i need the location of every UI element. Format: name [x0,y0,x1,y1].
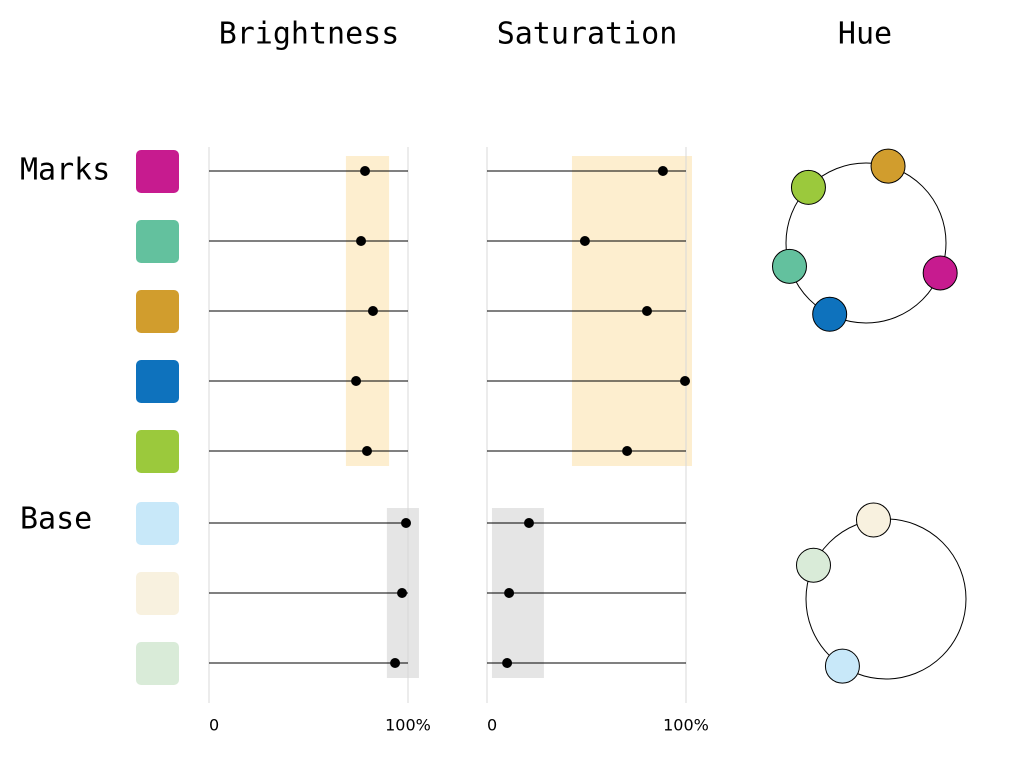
hue-dot [870,148,906,184]
hue-dot [855,502,891,538]
hue-dot [795,547,831,583]
hue-dot [824,648,860,684]
swatch [136,360,179,403]
group-label: Marks [20,153,110,188]
dot [502,658,513,668]
dot [356,236,367,246]
dot [680,376,691,386]
hue-wheel [785,162,947,324]
group-label: Base [20,502,92,537]
swatch [136,220,179,263]
dot [390,658,401,668]
swatch [136,150,179,193]
dot [579,236,590,246]
header: Saturation [497,17,678,52]
swatch [136,430,179,473]
hue-dot [922,255,958,291]
swatch [136,642,179,685]
x-tick-label: 100% [663,716,709,735]
dot [397,588,408,598]
dot [504,588,515,598]
swatch [136,502,179,545]
swatch [136,290,179,333]
hue-dot [771,248,807,284]
dot [351,376,362,386]
dot [622,446,633,456]
dot [523,518,534,528]
hue-dot [790,169,826,205]
header: Hue [838,17,892,52]
dot [401,518,412,528]
dot [367,306,378,316]
swatch [136,572,179,615]
dot [657,166,668,176]
dot [362,446,373,456]
header: Brightness [219,17,400,52]
hue-dot [812,296,848,332]
x-tick-label: 100% [385,716,431,735]
dot [641,306,652,316]
x-tick-label: 0 [487,716,497,735]
x-tick-label: 0 [209,716,219,735]
dot [360,166,371,176]
